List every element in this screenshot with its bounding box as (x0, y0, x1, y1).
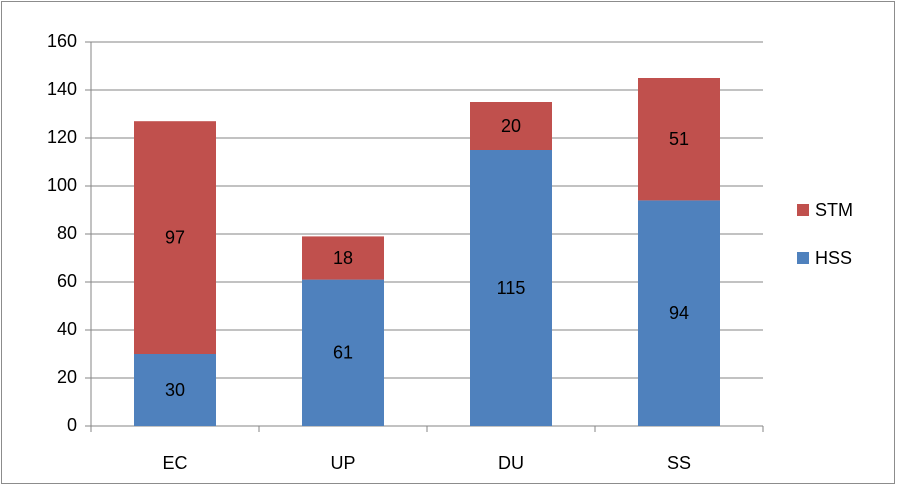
y-tick-label: 80 (57, 223, 77, 243)
data-label: 61 (333, 343, 353, 363)
bar-segment (302, 236, 384, 280)
y-tick-label: 40 (57, 319, 77, 339)
bar-segment (134, 121, 216, 354)
data-label: 20 (501, 116, 521, 136)
legend-label: STM (815, 200, 853, 220)
x-tick-label: SS (667, 453, 691, 473)
legend-swatch (797, 252, 809, 264)
y-tick-label: 120 (47, 127, 77, 147)
bar-segment (302, 279, 384, 426)
bar-segment (638, 78, 720, 201)
bar-segment (638, 200, 720, 426)
data-label: 94 (669, 303, 689, 323)
data-label: 115 (497, 278, 526, 298)
bar-segment (470, 102, 552, 150)
data-label: 30 (165, 380, 185, 400)
y-tick-label: 160 (47, 31, 77, 51)
data-label: 97 (165, 227, 185, 247)
y-tick-label: 20 (57, 367, 77, 387)
data-label: 18 (333, 248, 353, 268)
x-tick-label: EC (162, 453, 187, 473)
bar-segment (134, 354, 216, 426)
legend-label: HSS (815, 248, 852, 268)
bar-segment (470, 150, 552, 426)
x-tick-label: UP (330, 453, 355, 473)
y-tick-label: 60 (57, 271, 77, 291)
legend-swatch (797, 204, 809, 216)
y-tick-label: 140 (47, 79, 77, 99)
x-tick-label: DU (498, 453, 524, 473)
data-label: 51 (669, 129, 689, 149)
y-tick-label: 100 (47, 175, 77, 195)
y-tick-label: 0 (67, 415, 77, 435)
